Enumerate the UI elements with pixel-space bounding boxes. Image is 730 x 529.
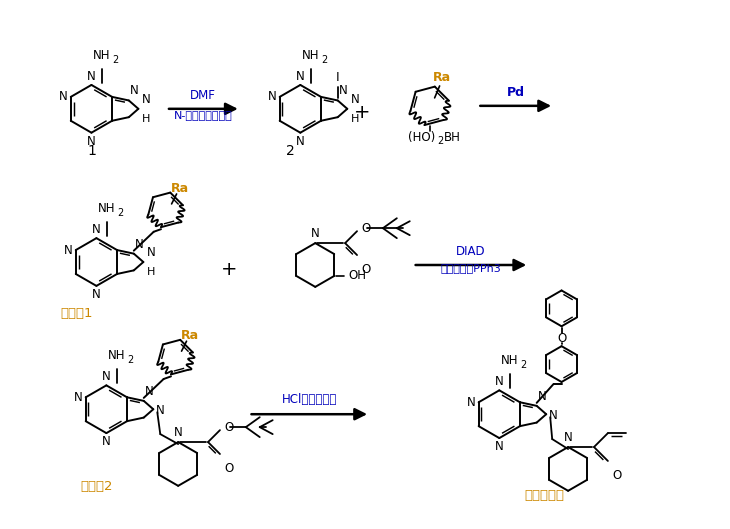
Text: N: N	[174, 426, 182, 439]
Text: N: N	[64, 243, 73, 257]
Text: N: N	[339, 85, 347, 97]
Text: N: N	[130, 85, 139, 97]
Text: O: O	[361, 263, 370, 276]
Text: I: I	[336, 70, 339, 84]
Text: 树脂结合的PPh3: 树脂结合的PPh3	[440, 263, 501, 273]
Text: 2: 2	[437, 135, 444, 145]
Text: N: N	[92, 288, 101, 301]
Text: O: O	[361, 222, 370, 235]
Text: N: N	[156, 404, 165, 417]
Text: N: N	[87, 135, 96, 148]
Text: N: N	[296, 70, 304, 83]
Text: O: O	[557, 332, 566, 345]
Text: 2: 2	[520, 360, 527, 370]
Text: N: N	[564, 431, 572, 444]
Text: 中间体1: 中间体1	[61, 307, 93, 320]
Text: 2: 2	[322, 55, 328, 65]
Text: N: N	[549, 409, 558, 422]
Text: N: N	[102, 435, 111, 448]
Text: N: N	[142, 93, 151, 106]
Text: N: N	[59, 90, 68, 103]
Text: N: N	[87, 70, 96, 83]
Text: 2: 2	[286, 143, 295, 158]
Text: N: N	[135, 238, 144, 251]
Text: DIAD: DIAD	[456, 244, 485, 258]
Text: 2: 2	[128, 355, 134, 365]
Text: NH: NH	[501, 354, 518, 367]
Text: N: N	[538, 390, 547, 403]
Text: N: N	[147, 246, 156, 259]
Text: N-碘代琥珀酰亚胺: N-碘代琥珀酰亚胺	[174, 110, 232, 120]
Text: H: H	[351, 114, 360, 124]
Text: 目标化合物: 目标化合物	[524, 489, 564, 502]
Text: N: N	[351, 93, 360, 106]
Text: NH: NH	[108, 349, 126, 362]
Text: (HO): (HO)	[408, 131, 435, 144]
Text: NH: NH	[302, 49, 320, 62]
Text: Ra: Ra	[180, 329, 199, 342]
Text: H: H	[147, 267, 155, 277]
Text: Pd: Pd	[507, 86, 525, 99]
Text: N: N	[495, 440, 504, 453]
Text: BH: BH	[444, 131, 461, 144]
Text: O: O	[224, 462, 233, 475]
Text: N: N	[74, 391, 82, 404]
Text: 2: 2	[118, 208, 124, 218]
Text: N: N	[102, 370, 111, 384]
Text: NH: NH	[98, 202, 115, 215]
Text: N: N	[467, 396, 476, 409]
Text: 2: 2	[112, 55, 119, 65]
Text: H: H	[142, 114, 150, 124]
Text: 1: 1	[87, 143, 96, 158]
Text: N: N	[145, 385, 153, 398]
Text: 中间体2: 中间体2	[80, 480, 112, 494]
Text: NH: NH	[93, 49, 110, 62]
Text: DMF: DMF	[190, 89, 216, 103]
Text: HCl；丙烯酰氯: HCl；丙烯酰氯	[282, 393, 337, 406]
Text: Ra: Ra	[171, 181, 188, 195]
Text: N: N	[495, 376, 504, 388]
Text: O: O	[612, 469, 621, 482]
Text: +: +	[220, 260, 237, 279]
Text: N: N	[268, 90, 277, 103]
Text: N: N	[296, 135, 304, 148]
Text: OH: OH	[348, 269, 366, 282]
Text: O: O	[224, 421, 233, 434]
Text: Ra: Ra	[433, 71, 450, 85]
Text: N: N	[311, 227, 320, 240]
Text: N: N	[92, 223, 101, 236]
Text: +: +	[354, 103, 370, 122]
